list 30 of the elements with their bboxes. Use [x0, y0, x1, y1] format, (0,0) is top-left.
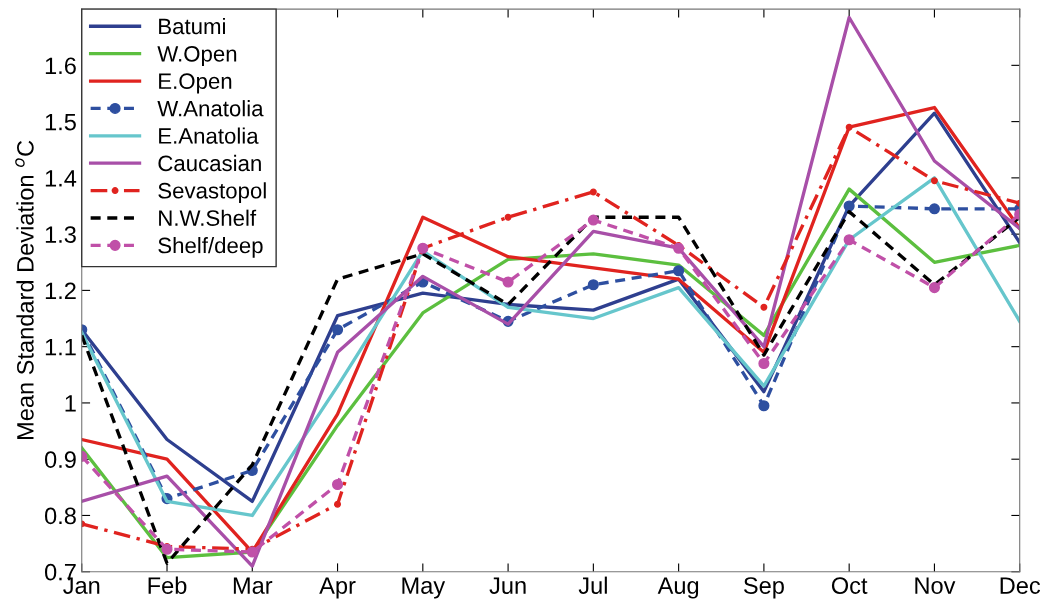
legend-label: E.Open [159, 73, 232, 94]
legend-label: N.W.Shelf [159, 209, 257, 226]
y-tick-label: 1 [65, 395, 76, 412]
legend-label: Sevastopol [158, 182, 266, 203]
x-tick-label: Oct [831, 577, 868, 594]
y-tick-label: 1.6 [45, 57, 76, 75]
x-tick-label: May [402, 577, 446, 599]
x-tick-label: Aug [657, 577, 699, 599]
y-tick-label: 0.9 [44, 451, 76, 468]
y-tick-label: 1.5 [45, 113, 76, 131]
x-tick-label: Feb [148, 576, 187, 594]
x-tick-label: Nov [915, 577, 956, 594]
x-tick-label: Sep [743, 577, 784, 599]
legend-label: Caucasian [158, 154, 261, 172]
legend-label: W.Anatolia [157, 100, 264, 117]
x-tick-label: Jul [578, 576, 607, 594]
x-tick-label: Mar [233, 577, 273, 594]
x-tick-label: Dec [1000, 577, 1041, 594]
legend-label: Shelf/deep [158, 237, 263, 258]
y-tick-label: 1.4 [45, 170, 77, 187]
y-tick-label: 0.8 [44, 507, 76, 525]
x-tick-label: Jun [489, 577, 526, 594]
legend-label: E.Anatolia [159, 127, 259, 144]
y-tick-label: 1.1 [45, 338, 76, 356]
x-tick-label: Apr [319, 577, 356, 599]
y-axis-title: Mean Standard Deviation $^{o}$C [15, 140, 34, 439]
legend-label: W.Open [157, 45, 237, 67]
y-tick-label: 1.2 [45, 282, 76, 299]
y-tick-label: 1.3 [45, 226, 76, 243]
legend-label: Batumi [159, 17, 225, 35]
